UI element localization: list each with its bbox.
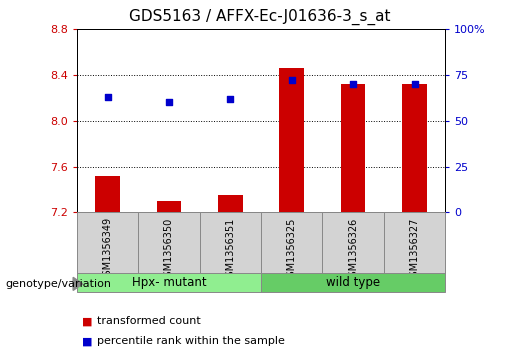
Point [226,96,235,102]
Text: percentile rank within the sample: percentile rank within the sample [97,336,285,346]
FancyBboxPatch shape [77,273,261,292]
Bar [341,84,365,212]
Text: Hpx- mutant: Hpx- mutant [131,276,206,289]
Text: GSM1356327: GSM1356327 [410,217,420,283]
Point [349,81,357,87]
Text: GSM1356349: GSM1356349 [102,217,112,282]
Text: transformed count: transformed count [97,316,201,326]
Text: genotype/variation: genotype/variation [5,279,111,289]
FancyBboxPatch shape [77,212,138,274]
Text: GDS5163 / AFFX-Ec-J01636-3_s_at: GDS5163 / AFFX-Ec-J01636-3_s_at [129,9,391,25]
Text: GSM1356326: GSM1356326 [348,217,358,282]
Bar [95,176,120,212]
Polygon shape [73,277,83,290]
Point [287,77,296,83]
FancyBboxPatch shape [261,273,445,292]
FancyBboxPatch shape [384,212,445,274]
FancyBboxPatch shape [200,212,261,274]
Point [165,99,173,105]
FancyBboxPatch shape [138,212,200,274]
Text: ■: ■ [82,336,93,346]
Text: GSM1356325: GSM1356325 [287,217,297,283]
Text: GSM1356351: GSM1356351 [225,217,235,282]
Bar [279,68,304,212]
FancyBboxPatch shape [261,212,322,274]
FancyBboxPatch shape [322,212,384,274]
Text: GSM1356350: GSM1356350 [164,217,174,282]
Text: ■: ■ [82,316,93,326]
Point [103,94,112,100]
Bar [218,195,243,212]
Bar [402,84,427,212]
Point [410,81,419,87]
Text: wild type: wild type [326,276,380,289]
Bar [157,201,181,212]
